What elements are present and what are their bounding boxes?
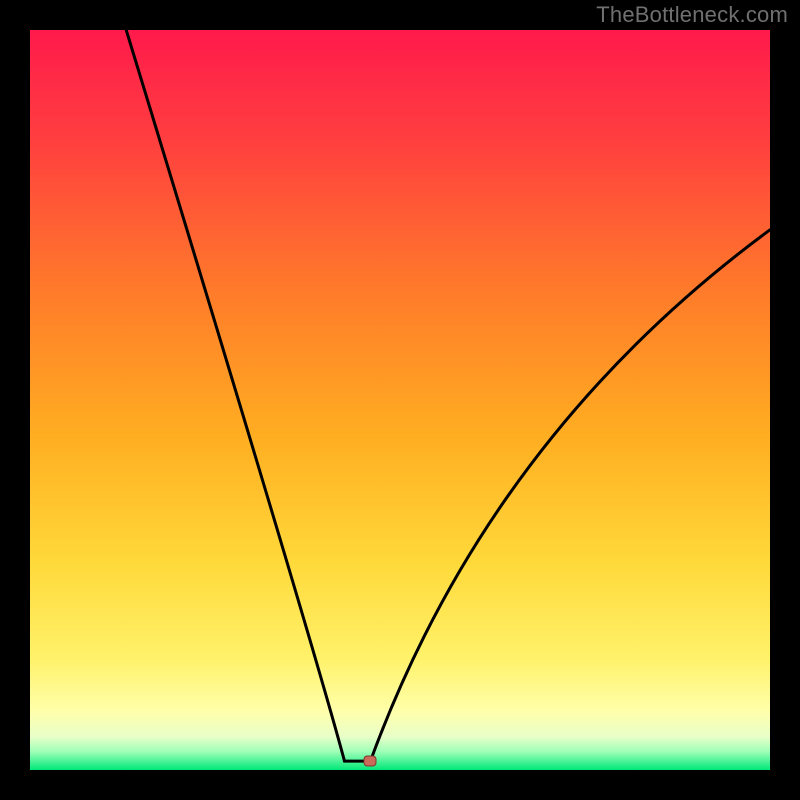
bottleneck-curve	[126, 30, 770, 761]
curve-layer	[0, 0, 800, 800]
watermark-text: TheBottleneck.com	[596, 2, 788, 28]
chart-container: TheBottleneck.com	[0, 0, 800, 800]
valley-marker	[364, 756, 377, 767]
